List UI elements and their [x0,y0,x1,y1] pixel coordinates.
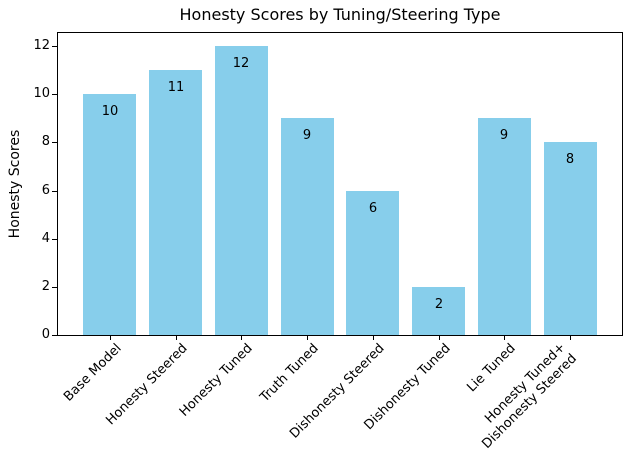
x-tick-mark [439,336,440,340]
bar [83,94,136,335]
bar-value-label: 9 [499,128,509,143]
bar [544,142,597,335]
bar-value-label: 12 [232,56,250,71]
y-tick-label: 4 [41,231,50,246]
y-tick-label: 12 [33,38,50,53]
bar-value-label: 2 [434,297,444,312]
x-tick-mark [307,336,308,340]
y-tick-label: 2 [41,279,50,294]
y-tick-label: 6 [41,183,50,198]
y-tick-label: 0 [41,327,50,342]
bar [281,118,334,335]
bar [215,46,268,335]
y-tick-label: 8 [41,134,50,149]
x-tick-mark [373,336,374,340]
x-tick-mark [241,336,242,340]
bar [149,70,202,335]
bar-value-label: 10 [101,104,119,119]
x-tick-mark [570,336,571,340]
y-tick-mark [52,142,57,143]
bar-value-label: 6 [368,201,378,216]
x-tick-mark [176,336,177,340]
y-tick-mark [52,46,57,47]
bar-value-label: 8 [565,152,575,167]
chart-title: Honesty Scores by Tuning/Steering Type [179,5,501,24]
bar-value-label: 11 [167,80,185,95]
y-tick-mark [52,335,57,336]
plot-area: 10 11 12 9 6 2 9 8 [58,33,622,335]
x-tick-label: Base Model [61,341,125,405]
plot-frame [57,32,623,336]
y-tick-mark [52,94,57,95]
y-tick-mark [52,287,57,288]
x-tick-mark [110,336,111,340]
x-tick-mark [504,336,505,340]
bar-value-label: 9 [302,128,312,143]
y-tick-mark [52,191,57,192]
bar [412,287,465,335]
bar [478,118,531,335]
y-tick-label: 10 [33,86,50,101]
bar [346,191,399,335]
y-tick-mark [52,239,57,240]
